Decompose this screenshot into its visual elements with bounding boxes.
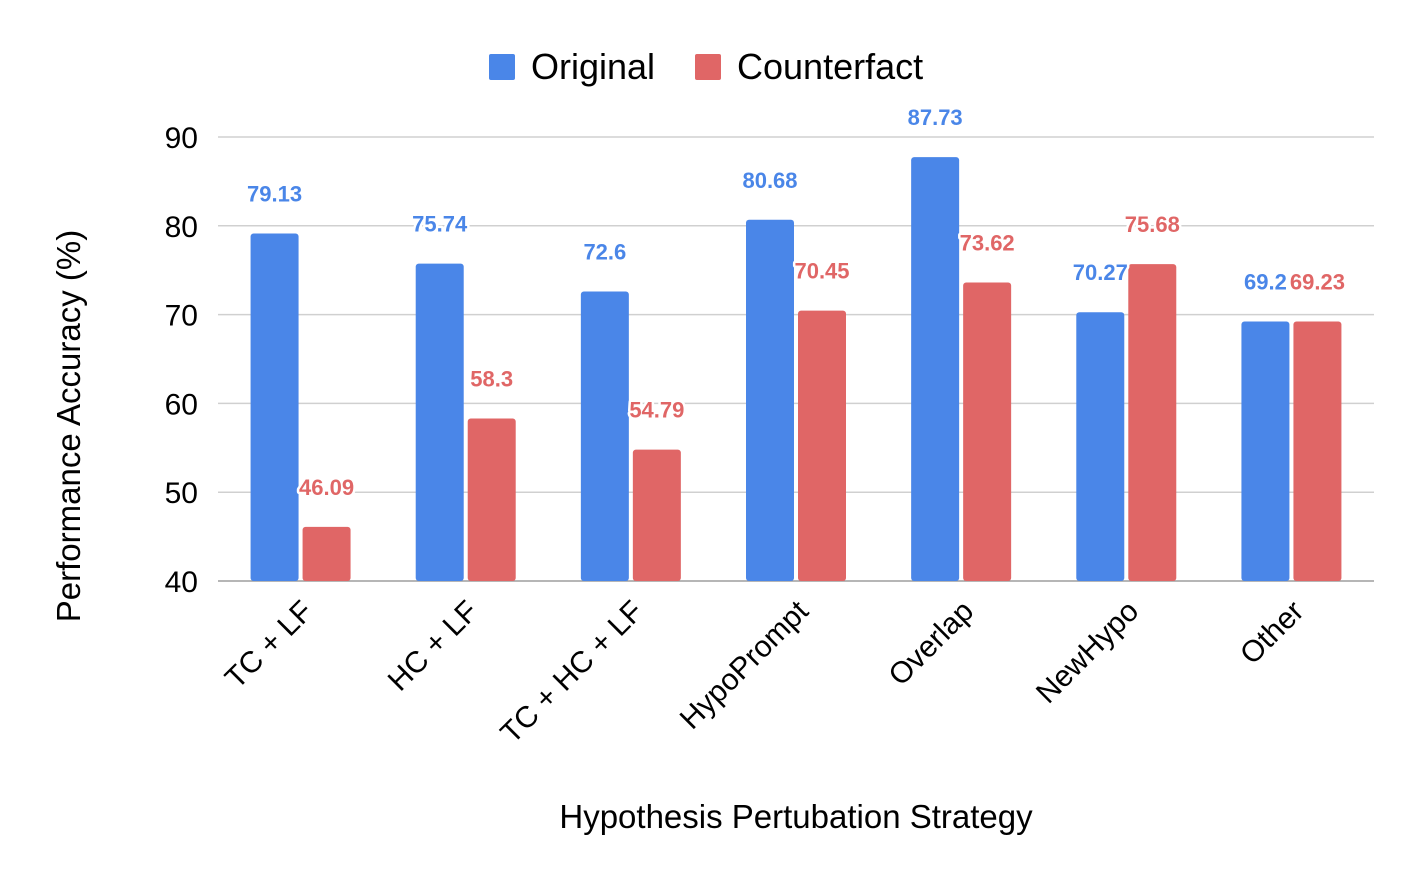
legend: Original Counterfact — [489, 46, 923, 87]
y-tick-label: 70 — [165, 300, 198, 333]
y-tick-label: 90 — [165, 122, 198, 155]
gridlines — [218, 136, 1374, 582]
y-tick-label: 80 — [165, 211, 198, 244]
y-tick-label: 60 — [165, 388, 198, 421]
bar-original-4[interactable] — [911, 157, 960, 581]
x-tick-label: TC + HC + LF — [494, 595, 649, 750]
data-label-original-5: 70.27 — [1073, 260, 1128, 285]
data-label-original-4: 87.73 — [908, 105, 963, 130]
bars — [250, 157, 1342, 581]
data-label-original-1: 75.74 — [412, 212, 468, 237]
data-label-counterfact-5: 75.68 — [1125, 212, 1180, 237]
x-tick-label: Other — [1234, 595, 1310, 671]
x-tick-label: HypoPrompt — [674, 594, 816, 736]
y-axis-title: Performance Accuracy (%) — [50, 230, 87, 622]
bar-counterfact-1[interactable] — [467, 418, 516, 581]
legend-swatch-counterfact[interactable] — [695, 54, 721, 80]
bar-counterfact-5[interactable] — [1128, 264, 1177, 581]
bar-counterfact-4[interactable] — [963, 282, 1012, 581]
data-labels: 79.13 46.09 75.74 58.3 72.6 54.79 80.68 70.45 87… — [245, 103, 1348, 503]
legend-label-counterfact: Counterfact — [737, 46, 923, 87]
data-label-original-6: 69.2 — [1244, 269, 1287, 294]
bar-counterfact-2[interactable] — [632, 449, 681, 581]
data-label-counterfact-1: 58.3 — [470, 366, 513, 391]
data-label-counterfact-3: 70.45 — [794, 259, 849, 284]
bar-counterfact-0[interactable] — [302, 526, 351, 581]
bar-original-3[interactable] — [746, 219, 794, 581]
y-tick-label: 40 — [165, 566, 198, 599]
bar-original-6[interactable] — [1241, 321, 1290, 581]
data-label-counterfact-4: 73.62 — [960, 230, 1015, 255]
x-tick-label: HC + LF — [382, 595, 485, 698]
bar-original-0[interactable] — [250, 233, 299, 581]
y-axis-ticks: 40 50 60 70 80 90 — [165, 122, 198, 599]
bar-original-2[interactable] — [580, 291, 629, 581]
x-tick-label: Overlap — [882, 595, 980, 693]
x-axis-title: Hypothesis Pertubation Strategy — [559, 798, 1033, 835]
legend-swatch-original[interactable] — [489, 54, 515, 80]
y-tick-label: 50 — [165, 477, 198, 510]
data-label-counterfact-0: 46.09 — [299, 475, 354, 500]
data-label-counterfact-2: 54.79 — [629, 398, 684, 423]
x-tick-label: TC + LF — [219, 595, 320, 696]
data-label-original-0: 79.13 — [247, 182, 302, 207]
data-label-original-3: 80.68 — [742, 168, 797, 193]
bar-original-5[interactable] — [1076, 312, 1125, 581]
bar-counterfact-3[interactable] — [798, 310, 846, 581]
x-axis-ticks: TC + LF HC + LF TC + HC + LF HypoPrompt Over… — [219, 594, 1310, 750]
bar-original-1[interactable] — [415, 263, 464, 581]
legend-label-original: Original — [531, 46, 655, 87]
bar-counterfact-6[interactable] — [1293, 321, 1342, 581]
data-label-original-2: 72.6 — [583, 240, 626, 265]
data-label-counterfact-6: 69.23 — [1290, 269, 1345, 294]
x-tick-label: NewHypo — [1030, 595, 1145, 710]
